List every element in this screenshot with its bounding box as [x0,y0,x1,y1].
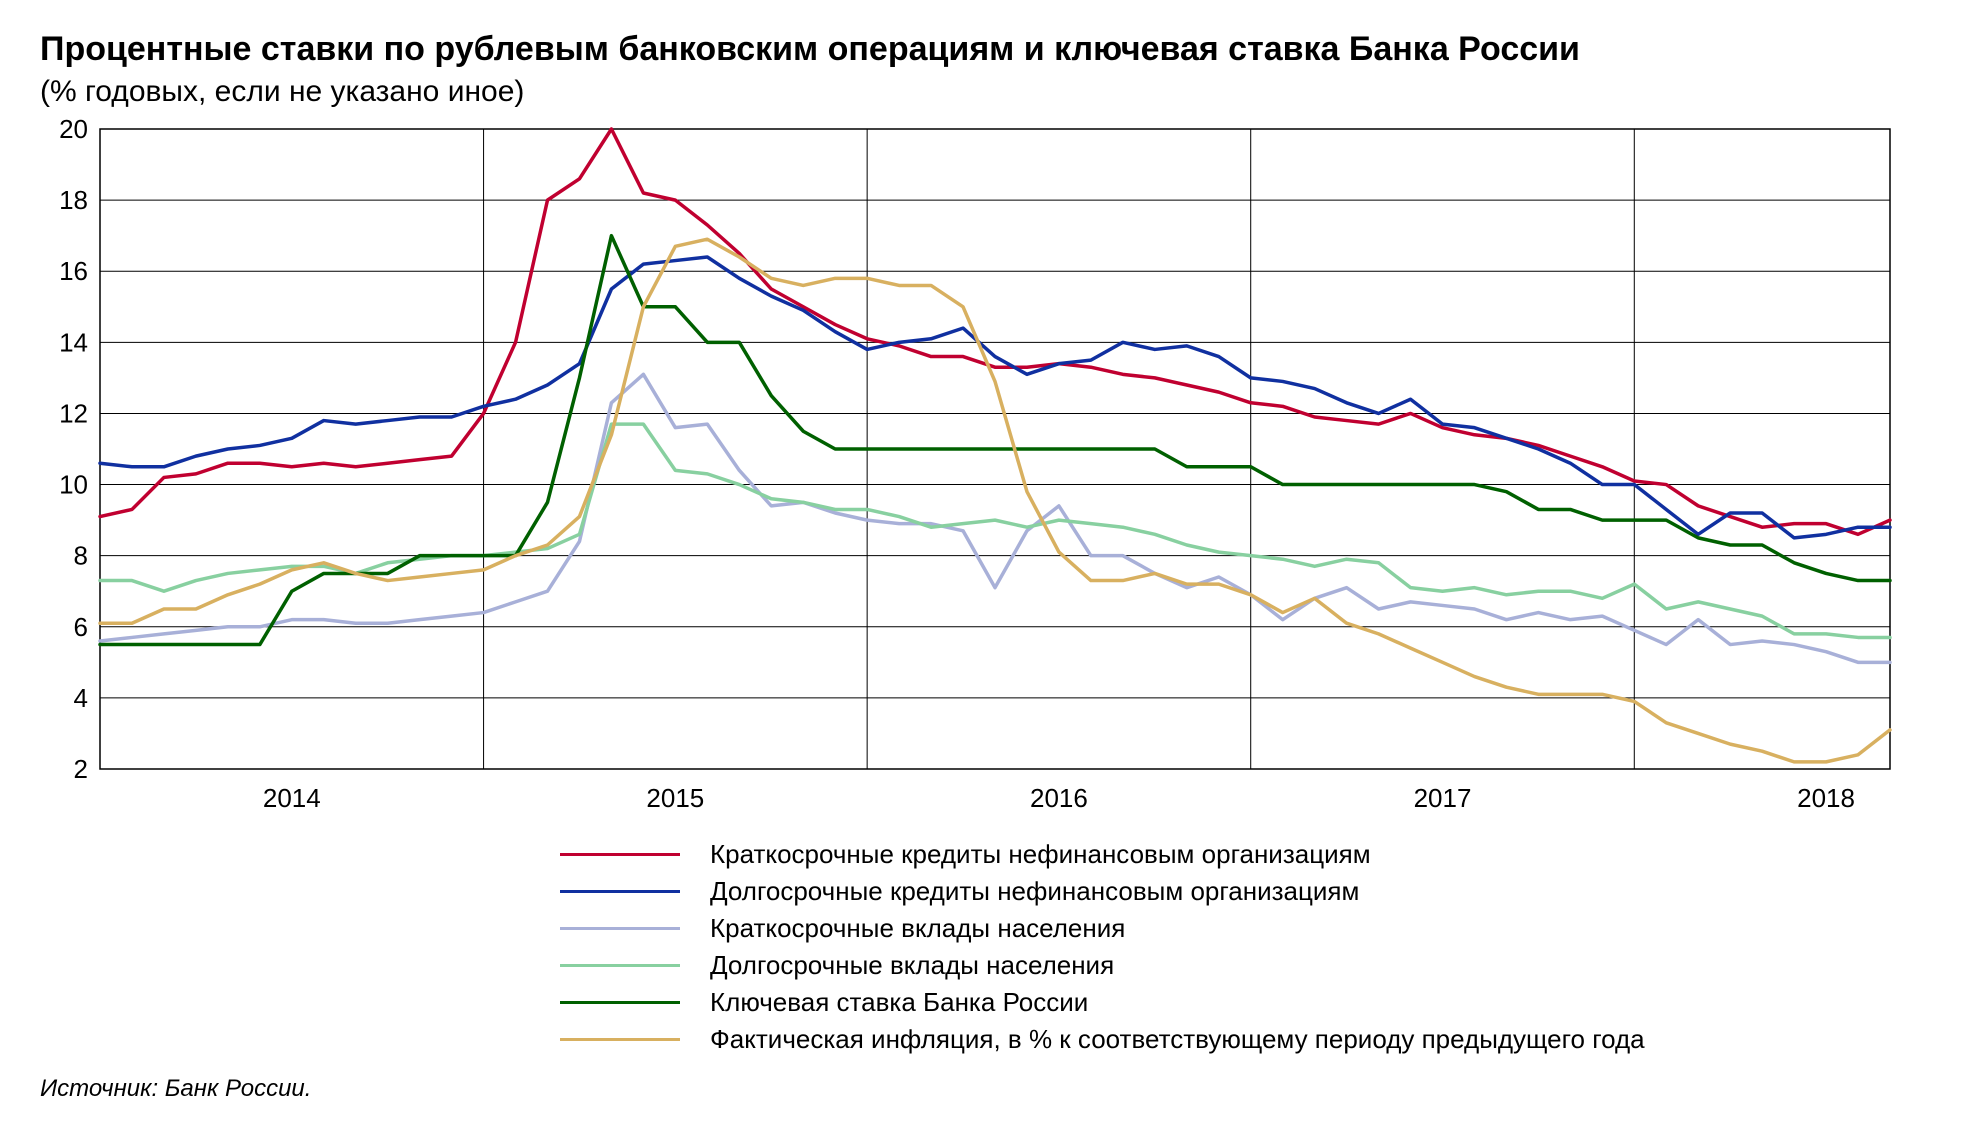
chart-area: 2 4 6 8 10 12 14 16 18 20 2014 2015 2016 2017 2018 [40,119,1910,819]
chart-title: Процентные ставки по рублевым банковским… [40,30,1939,69]
legend-swatch [560,1001,680,1004]
legend-item: Долгосрочные кредиты нефинансовым органи… [560,876,1939,907]
legend-swatch [560,964,680,967]
chart-subtitle: (% годовых, если не указано иное) [40,75,1939,109]
svg-text:2: 2 [74,754,88,784]
svg-text:2018: 2018 [1797,783,1855,813]
svg-text:2015: 2015 [646,783,704,813]
legend-swatch [560,890,680,893]
legend-label: Фактическая инфляция, в % к соответствую… [710,1024,1645,1055]
legend-item: Долгосрочные вклады населения [560,950,1939,981]
svg-text:18: 18 [59,185,88,215]
legend-label: Краткосрочные вклады населения [710,913,1125,944]
svg-text:12: 12 [59,398,88,428]
legend-label: Долгосрочные вклады населения [710,950,1114,981]
svg-text:2016: 2016 [1030,783,1088,813]
legend-swatch [560,853,680,856]
legend-swatch [560,927,680,930]
svg-text:8: 8 [74,541,88,571]
legend-label: Ключевая ставка Банка России [710,987,1088,1018]
svg-text:2017: 2017 [1414,783,1472,813]
legend-item: Краткосрочные вклады населения [560,913,1939,944]
svg-text:2014: 2014 [263,783,321,813]
line-chart: 2 4 6 8 10 12 14 16 18 20 2014 2015 2016 2017 2018 [40,119,1910,819]
legend-item: Фактическая инфляция, в % к соответствую… [560,1024,1939,1055]
source-text: Источник: Банк России. [40,1075,1939,1103]
svg-text:10: 10 [59,470,88,500]
svg-text:6: 6 [74,612,88,642]
legend-item: Краткосрочные кредиты нефинансовым орган… [560,839,1939,870]
svg-text:14: 14 [59,327,88,357]
legend-swatch [560,1038,680,1041]
svg-text:16: 16 [59,256,88,286]
svg-text:4: 4 [74,683,88,713]
legend-label: Долгосрочные кредиты нефинансовым органи… [710,876,1359,907]
legend: Краткосрочные кредиты нефинансовым орган… [560,839,1939,1055]
legend-label: Краткосрочные кредиты нефинансовым орган… [710,839,1371,870]
svg-text:20: 20 [59,119,88,144]
legend-item: Ключевая ставка Банка России [560,987,1939,1018]
